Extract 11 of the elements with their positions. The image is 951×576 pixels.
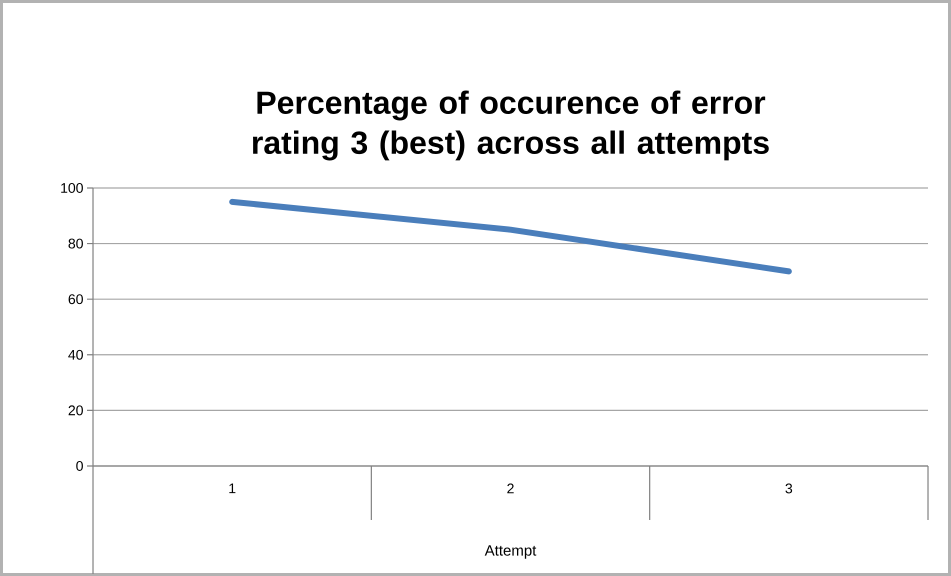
y-tick-label: 60	[68, 294, 83, 304]
y-tick-label: 80	[68, 238, 83, 249]
y-tick-label: 20	[68, 405, 83, 416]
y-tick-label: 40	[68, 350, 83, 360]
x-axis-title: Attempt	[484, 545, 536, 559]
x-tick-label: 1	[229, 484, 236, 494]
x-tick-label: 2	[507, 484, 514, 494]
chart-title: Percentage of occurence of error rating 3 (best) across all attempts	[252, 90, 769, 160]
y-tick-label: 0	[76, 461, 83, 471]
y-tick-label: 100	[61, 183, 83, 193]
x-tick-label: 3	[785, 484, 792, 494]
